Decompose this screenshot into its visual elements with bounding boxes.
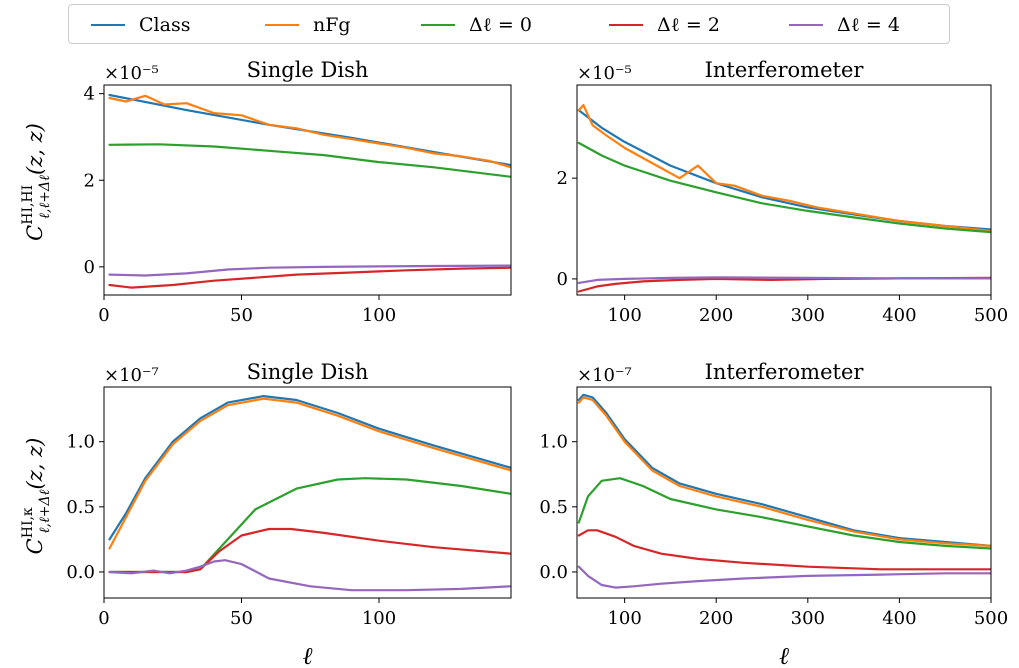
legend-entry-dl4: Δℓ = 4 xyxy=(789,13,900,37)
top-ylabel-args: (z, z) xyxy=(23,123,47,175)
series-line-class xyxy=(108,395,511,541)
series-line-dl2 xyxy=(577,529,991,571)
axis-multiplier: ×10⁻⁵ xyxy=(104,63,159,84)
top-ylabel-sub: ℓ,ℓ+Δℓ xyxy=(37,175,53,219)
legend-entry-dl2: Δℓ = 2 xyxy=(609,13,720,37)
x-tick-label: 300 xyxy=(791,305,825,326)
y-tick-label: 0.5 xyxy=(539,497,568,518)
svg-text:CHI,HIℓ,ℓ+Δℓ(z, z): CHI,HIℓ,ℓ+Δℓ(z, z) xyxy=(20,123,53,241)
x-tick-label: 100 xyxy=(607,305,641,326)
axis-multiplier: ×10⁻⁷ xyxy=(577,365,632,386)
axis-multiplier: ×10⁻⁷ xyxy=(104,365,159,386)
legend-entry-class: Class xyxy=(91,13,190,37)
series-line-nfg xyxy=(108,397,511,550)
series-line-dl4 xyxy=(108,559,511,592)
legend-label-dl0: Δℓ = 0 xyxy=(469,13,532,36)
axes-frame xyxy=(576,386,992,599)
series-line-class xyxy=(577,393,991,547)
bottom-ylabel-sub: ℓ,ℓ+Δℓ xyxy=(37,489,53,533)
legend-swatch-dl0 xyxy=(421,24,455,26)
bottom-ylabel-super: HI,κ xyxy=(20,507,36,538)
axes-frame xyxy=(576,84,992,296)
series-line-dl4 xyxy=(577,276,991,284)
legend-label-nfg: nFg xyxy=(313,14,351,36)
y-tick-label: 0 xyxy=(84,257,95,278)
x-tick-label: 100 xyxy=(607,608,641,629)
series-line-nfg xyxy=(577,396,991,547)
x-tick-label: 300 xyxy=(791,608,825,629)
legend: Class nFg Δℓ = 0 Δℓ = 2 Δℓ = 4 xyxy=(68,4,950,44)
series-line-dl2 xyxy=(577,276,991,293)
panel-2: 100 200 300 400 500 0 2 ×10⁻⁵ Interferometer xyxy=(557,58,1009,326)
series-line-dl2 xyxy=(108,527,511,574)
y-tick-label: 4 xyxy=(84,84,95,105)
x-tick-label: 50 xyxy=(230,608,253,629)
x-axis-label: ℓ xyxy=(303,642,313,668)
series-line-dl0 xyxy=(108,477,511,574)
y-tick-label: 0.5 xyxy=(66,497,95,518)
axes-frame xyxy=(103,386,512,599)
panel-title: Single Dish xyxy=(247,360,369,384)
legend-entry-dl0: Δℓ = 0 xyxy=(421,13,532,37)
series-line-dl0 xyxy=(577,477,991,550)
series-line-nfg xyxy=(577,104,991,233)
series-group xyxy=(108,93,511,289)
axes-frame xyxy=(103,84,512,296)
y-tick-label: 0.0 xyxy=(66,562,95,583)
x-tick-label: 0 xyxy=(98,608,109,629)
panel-1: 0 50 100 0 2 4 ×10⁻⁵ Single Dish xyxy=(84,58,512,326)
x-tick-label: 500 xyxy=(974,608,1008,629)
legend-label-dl4: Δℓ = 4 xyxy=(837,13,900,36)
series-line-dl0 xyxy=(108,143,511,178)
series-group xyxy=(577,104,991,293)
legend-swatch-class xyxy=(91,24,125,26)
x-tick-label: 400 xyxy=(882,305,916,326)
x-tick-label: 400 xyxy=(882,608,916,629)
x-tick-label: 100 xyxy=(362,608,396,629)
x-tick-label: 500 xyxy=(974,305,1008,326)
series-line-dl4 xyxy=(108,264,511,277)
panel-title: Interferometer xyxy=(705,58,865,82)
bottom-ylabel-args: (z, z) xyxy=(23,438,47,490)
panel-title: Single Dish xyxy=(247,58,369,82)
series-line-dl4 xyxy=(577,565,991,589)
series-line-dl0 xyxy=(577,141,991,234)
legend-entry-nfg: nFg xyxy=(265,13,351,37)
legend-swatch-dl2 xyxy=(609,24,643,26)
series-group xyxy=(577,393,991,589)
svg-text:CHI,κℓ,ℓ+Δℓ(z, z): CHI,κℓ,ℓ+Δℓ(z, z) xyxy=(20,438,53,555)
y-tick-label: 2 xyxy=(84,170,95,191)
y-tick-label: 0.0 xyxy=(539,562,568,583)
y-tick-label: 1.0 xyxy=(66,432,95,453)
panel-4: 100 200 300 400 500 0.0 0.5 1.0 ×10⁻⁷ Interferome… xyxy=(539,360,1008,668)
legend-label-dl2: Δℓ = 2 xyxy=(657,13,720,36)
bottom-ylabel: CHI,κℓ,ℓ+Δℓ(z, z) xyxy=(20,438,53,555)
legend-swatch-nfg xyxy=(265,24,299,26)
panel-3: 0 50 100 0.0 0.5 1.0 ×10⁻⁷ Single Dish ℓ xyxy=(66,360,512,668)
top-ylabel: CHI,HIℓ,ℓ+Δℓ(z, z) xyxy=(20,123,53,241)
legend-swatch-dl4 xyxy=(789,24,823,26)
x-tick-label: 50 xyxy=(230,305,253,326)
top-ylabel-super: HI,HI xyxy=(20,185,36,225)
y-tick-label: 1.0 xyxy=(539,432,568,453)
series-line-nfg xyxy=(108,94,511,169)
x-axis-label: ℓ xyxy=(779,642,789,668)
y-tick-label: 2 xyxy=(557,168,568,189)
series-group xyxy=(108,395,511,592)
legend-label-class: Class xyxy=(139,14,191,36)
axis-multiplier: ×10⁻⁵ xyxy=(577,63,632,84)
panel-title: Interferometer xyxy=(705,360,865,384)
x-tick-label: 100 xyxy=(362,305,396,326)
series-line-dl2 xyxy=(108,266,511,289)
y-tick-label: 0 xyxy=(557,269,568,290)
x-tick-label: 200 xyxy=(699,608,733,629)
x-tick-label: 0 xyxy=(98,305,109,326)
x-tick-label: 200 xyxy=(699,305,733,326)
